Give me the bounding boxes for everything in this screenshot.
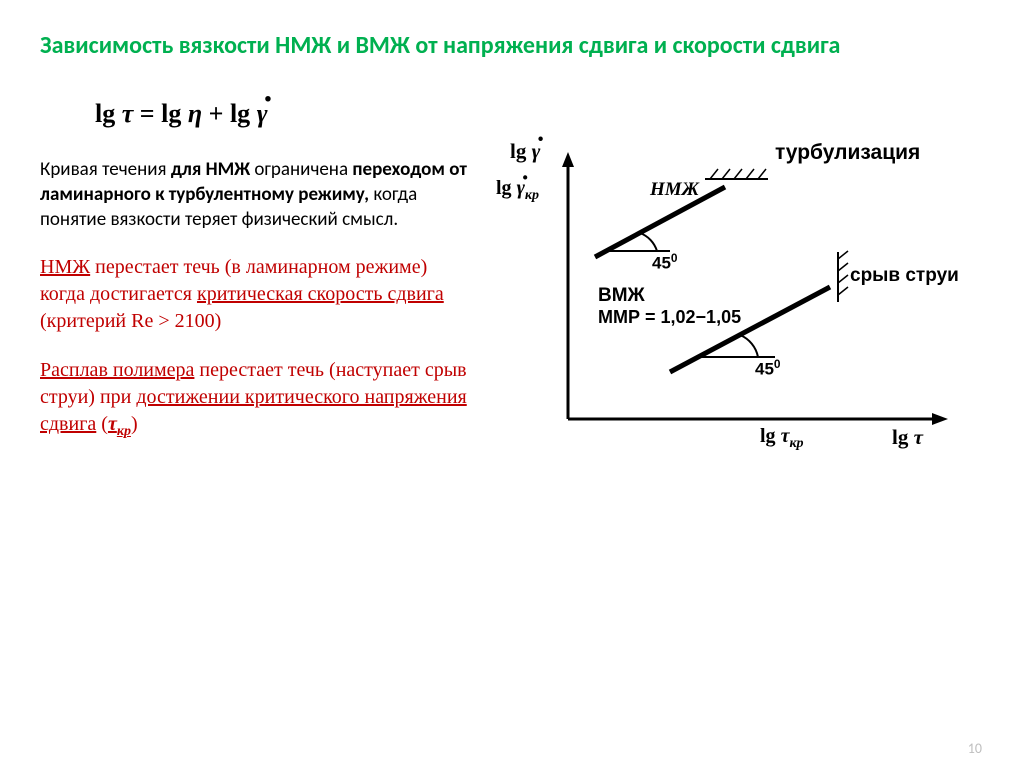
turbulization-label: турбулизация xyxy=(775,141,920,165)
page-number: 10 xyxy=(968,740,982,757)
x-axis-kr-label: lg τкр xyxy=(760,425,804,452)
eq-tau: τ xyxy=(122,99,134,128)
p2-u1: НМЖ xyxy=(40,256,90,278)
paragraph-2: НМЖ перестает течь (в ламинарном режиме)… xyxy=(40,254,470,335)
slide-title: Зависимость вязкости НМЖ и ВМЖ от напряж… xyxy=(40,30,984,61)
p1-t2: ограничена xyxy=(250,158,352,181)
y-axis-label: lg γ xyxy=(510,139,540,164)
vmj-label: ВМЖ xyxy=(598,285,645,307)
y-axis-kr-label: lg γкр xyxy=(496,177,539,204)
paragraph-1: Кривая течения для НМЖ ограничена перехо… xyxy=(40,157,470,232)
eq-eta: η xyxy=(188,99,202,128)
chart-column: lg γ lg γкр турбулизация НМЖ 450 ВМЖ ММР… xyxy=(480,157,984,477)
flow-curve-chart: lg γ lg γкр турбулизация НМЖ 450 ВМЖ ММР… xyxy=(500,147,970,477)
p3-u1: Расплав полимера xyxy=(40,359,194,381)
p3-sym: τ xyxy=(108,413,117,435)
eq-gamma: γ xyxy=(257,99,268,128)
sryv-label: срыв струи xyxy=(850,265,959,287)
eq-plus: + xyxy=(209,99,230,128)
mmr-label: ММР = 1,02−1,05 xyxy=(598,307,741,328)
eq-lg3: lg xyxy=(230,99,250,128)
p2-t2: (критерий Re > 2100) xyxy=(40,310,221,332)
p3-sub: кр xyxy=(117,424,131,439)
paragraph-3: Расплав полимера перестает течь (наступа… xyxy=(40,357,470,442)
p1-t1: Кривая течения xyxy=(40,158,171,181)
p1-b1: для НМЖ xyxy=(171,158,250,181)
eq-equals: = xyxy=(140,99,161,128)
p3-t3: ) xyxy=(131,413,138,435)
p3-t2: ( xyxy=(96,413,108,435)
eq-lg2: lg xyxy=(161,99,181,128)
eq-lg1: lg xyxy=(95,99,115,128)
nmj-label: НМЖ xyxy=(650,179,699,201)
x-axis-label: lg τ xyxy=(892,425,923,450)
angle-45-nmj: 450 xyxy=(652,251,678,274)
angle-45-vmj: 450 xyxy=(755,357,781,380)
p2-u2: критическая скорость сдвига xyxy=(197,283,444,305)
content-row: Кривая течения для НМЖ ограничена перехо… xyxy=(40,157,984,477)
text-column: Кривая течения для НМЖ ограничена перехо… xyxy=(40,157,480,477)
